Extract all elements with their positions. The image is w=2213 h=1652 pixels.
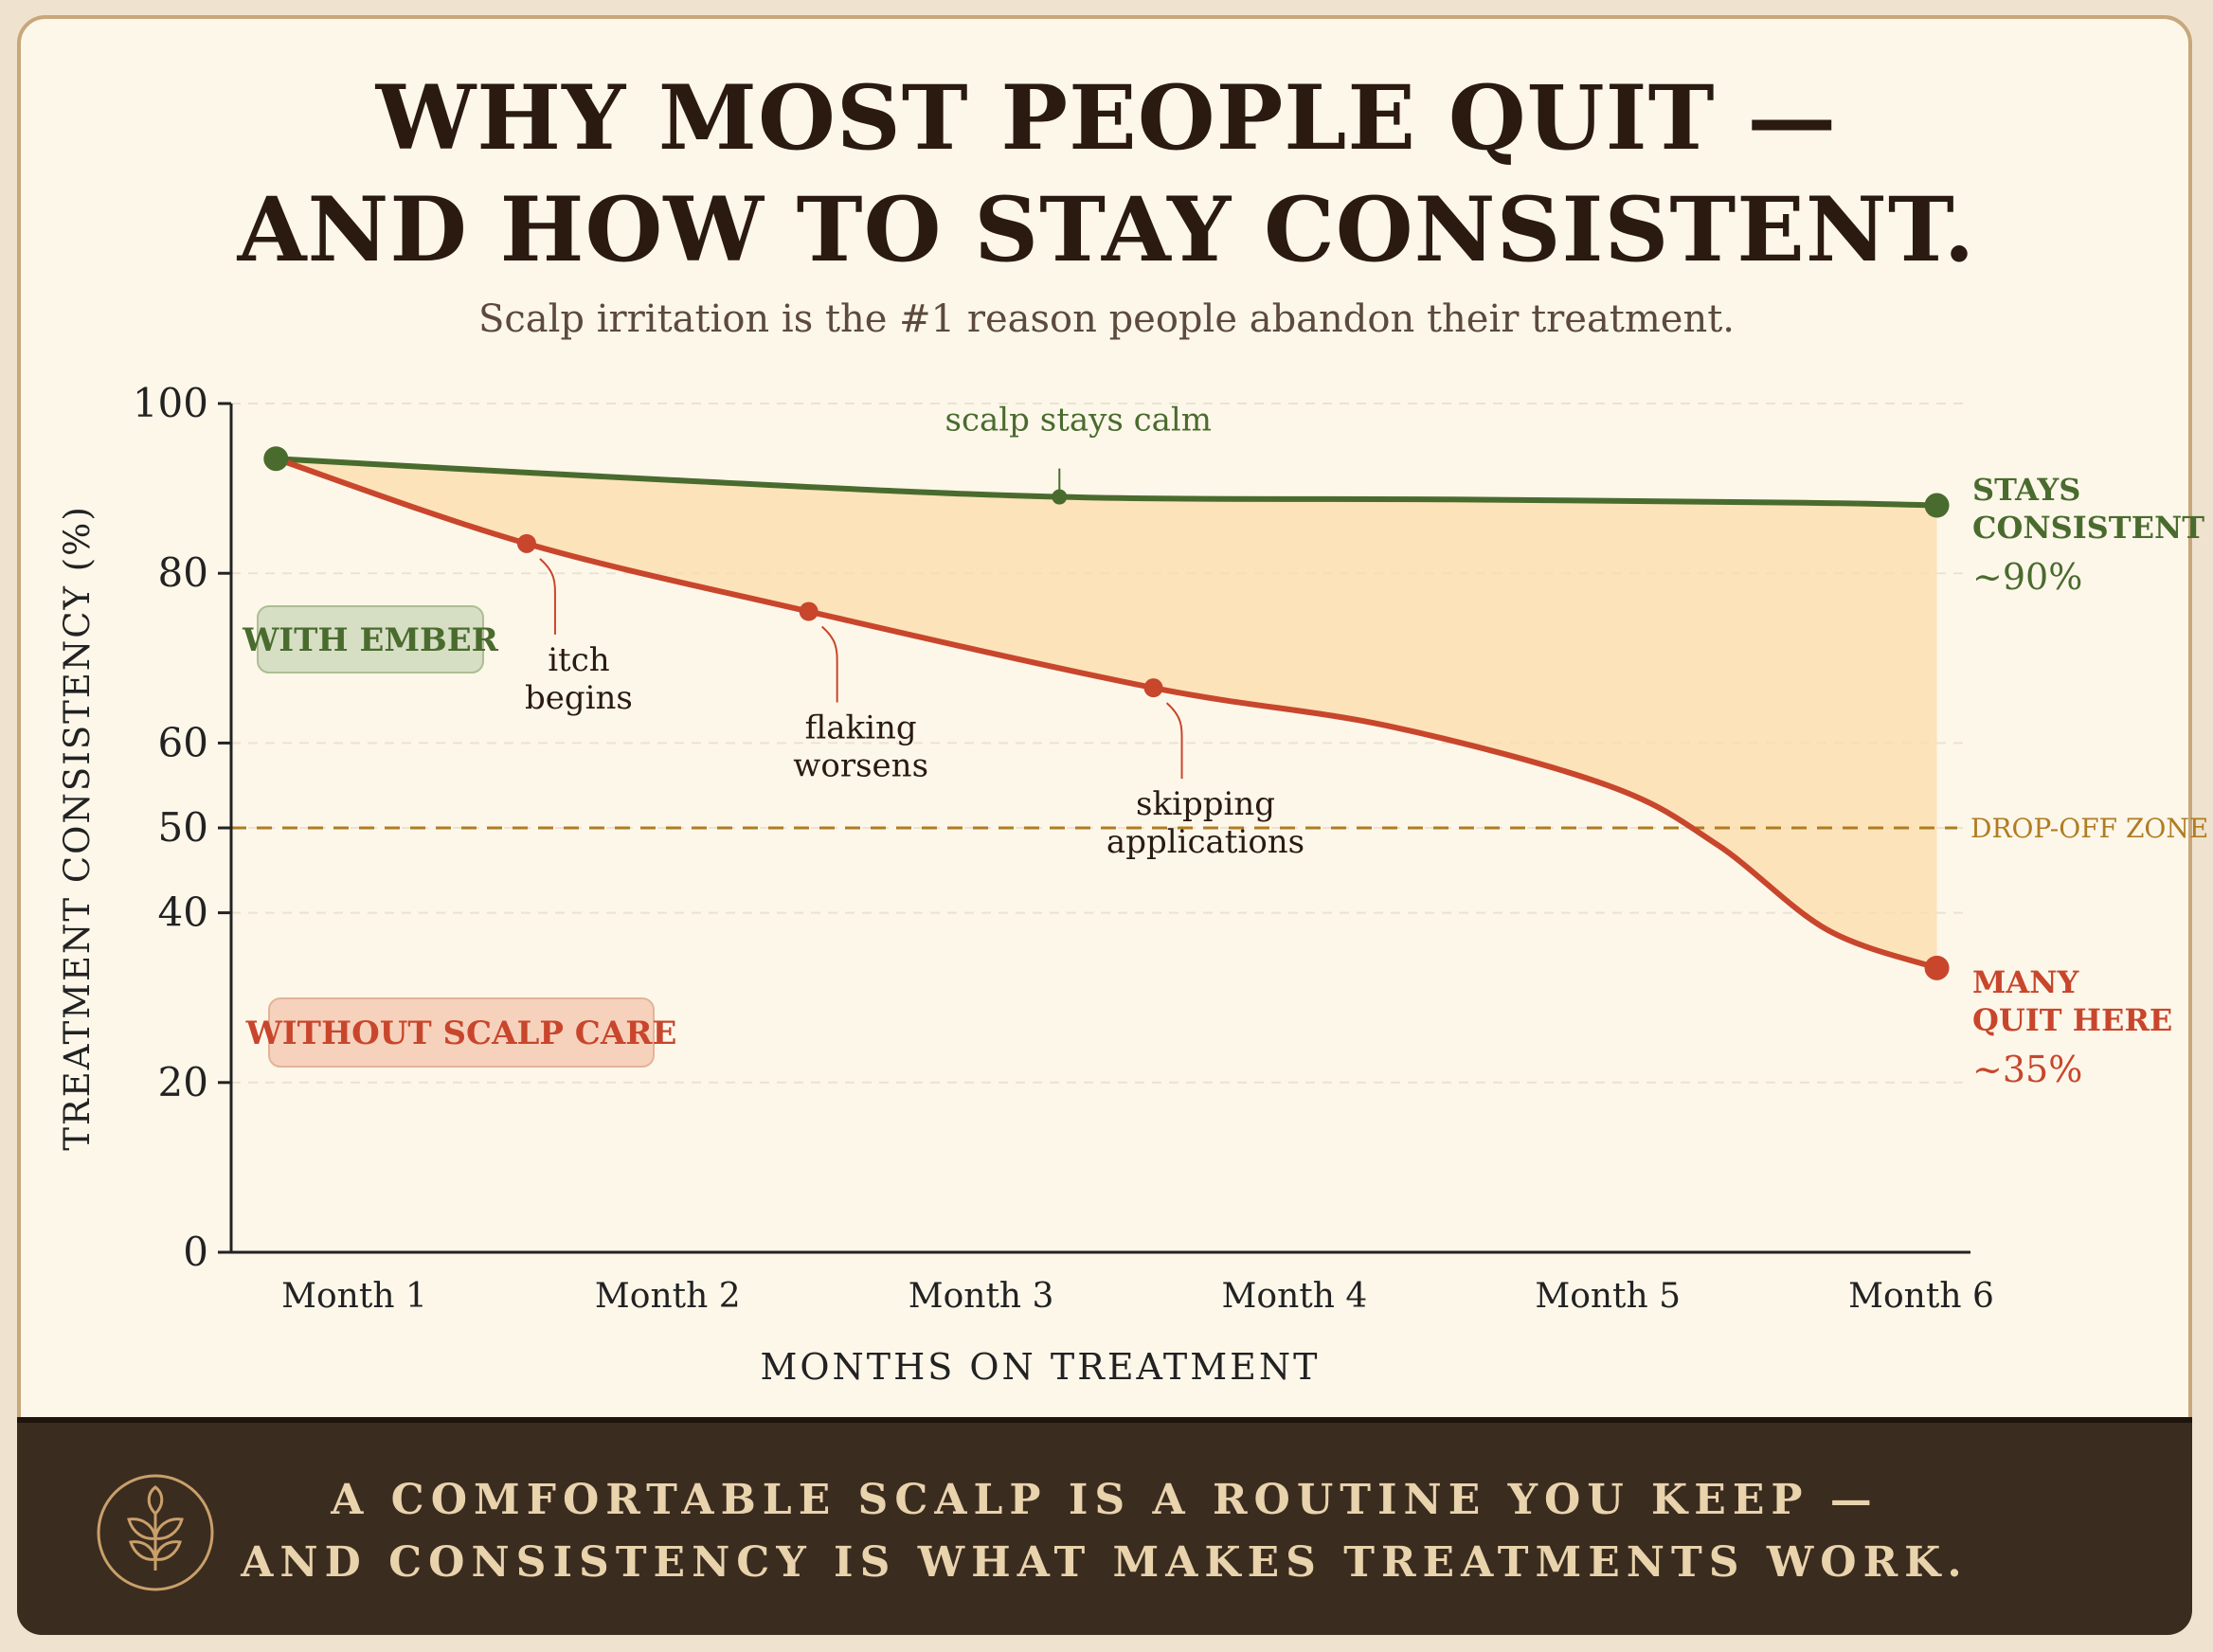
x-tick-label: Month 5 xyxy=(1535,1277,1681,1316)
series-end-label: QUIT HERE xyxy=(1972,1002,2172,1038)
leaf-sprout-icon xyxy=(97,1474,214,1591)
data-point-marker xyxy=(1143,678,1163,698)
series-end-label: CONSISTENT xyxy=(1972,510,2204,546)
series-end-value: ~35% xyxy=(1972,1049,2082,1090)
footer-line-1: A COMFORTABLE SCALP IS A ROUTINE YOU KEE… xyxy=(331,1476,1879,1524)
legend-box xyxy=(268,997,655,1068)
annotation-label: begins xyxy=(525,679,633,717)
series-line-without-scalp-care xyxy=(273,456,1940,971)
data-point-marker xyxy=(1052,489,1068,505)
x-axis-title: MONTHS ON TREATMENT xyxy=(760,1346,1320,1388)
y-tick-label: 100 xyxy=(133,380,208,426)
series-end-value: ~90% xyxy=(1972,556,2082,598)
x-tick-label: Month 2 xyxy=(595,1277,741,1316)
y-tick-label: 40 xyxy=(158,889,208,936)
data-point-marker xyxy=(263,446,289,472)
consistency-line-chart: DROP-OFF ZONE 0 20 40 50 60 80 100 Month 1 Month … xyxy=(57,380,2208,1388)
data-point-marker xyxy=(1924,955,1950,980)
series-line-with-ember xyxy=(273,456,1940,509)
series-end-label: STAYS xyxy=(1972,472,2080,508)
x-tick-label: Month 3 xyxy=(909,1277,1054,1316)
y-tick-label: 20 xyxy=(158,1059,208,1105)
x-tick-label: Month 6 xyxy=(1848,1277,1994,1316)
annotation-label: scalp stays calm xyxy=(945,402,1212,440)
footer-line-2: AND CONSISTENCY IS WHAT MAKES TREATMENTS… xyxy=(241,1538,1969,1587)
data-point-marker xyxy=(799,602,819,621)
y-tick-label: 0 xyxy=(183,1229,208,1275)
annotation-label: skipping xyxy=(1136,785,1275,823)
y-tick-label: 50 xyxy=(158,804,208,851)
annotation-label: itch xyxy=(548,641,609,679)
data-point-marker xyxy=(516,533,536,553)
legend-label: WITH EMBER xyxy=(242,621,499,659)
threshold-label: DROP-OFF ZONE xyxy=(1970,813,2208,844)
annotation-leader xyxy=(821,625,838,703)
annotation-label: flaking xyxy=(805,709,917,747)
legend-box xyxy=(257,605,484,673)
footer-banner: A COMFORTABLE SCALP IS A ROUTINE YOU KEE… xyxy=(17,1417,2192,1635)
page-title-line-1: WHY MOST PEOPLE QUIT — xyxy=(375,66,1838,171)
gap-area-fill xyxy=(276,458,1937,968)
annotation-leader xyxy=(539,558,556,635)
legend-label: WITHOUT SCALP CARE xyxy=(245,1015,677,1052)
y-tick-label: 60 xyxy=(158,719,208,765)
annotation-label: worsens xyxy=(793,747,928,785)
page-subtitle: Scalp irritation is the #1 reason people… xyxy=(477,297,1736,341)
x-tick-label: Month 4 xyxy=(1222,1277,1368,1316)
y-axis-title: TREATMENT CONSISTENCY (%) xyxy=(57,505,98,1151)
data-point-marker xyxy=(1924,493,1950,518)
series-end-label: MANY xyxy=(1972,964,2080,1000)
y-tick-label: 80 xyxy=(158,549,208,596)
annotation-label: applications xyxy=(1106,823,1304,861)
x-tick-label: Month 1 xyxy=(281,1277,427,1316)
page-title-line-2: AND HOW TO STAY CONSISTENT. xyxy=(237,178,1976,282)
annotation-leader xyxy=(1165,702,1183,780)
